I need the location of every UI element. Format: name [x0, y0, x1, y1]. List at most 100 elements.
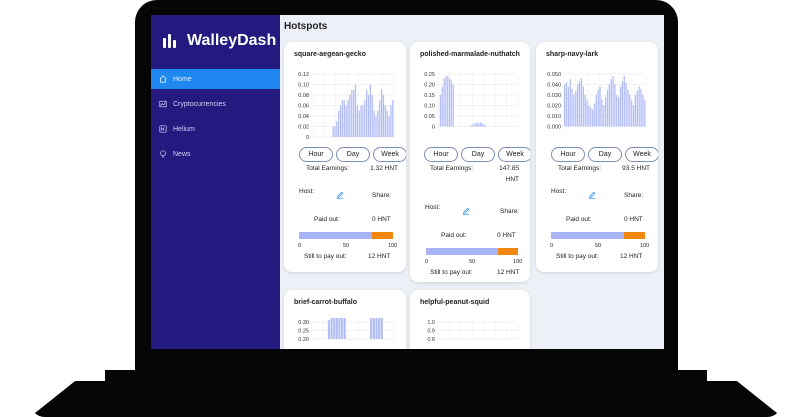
y-tick-label: 0.010: [547, 114, 561, 120]
edit-icon[interactable]: [336, 186, 344, 199]
chart-bar: [448, 78, 451, 127]
chart-bar: [485, 125, 487, 127]
y-tick-label: 0.050: [547, 72, 561, 78]
chart-bar: [441, 86, 443, 127]
hour-button[interactable]: Hour: [424, 147, 458, 162]
sidebar-item-cryptocurrencies[interactable]: Cryptocurrencies: [151, 94, 280, 114]
chart-bar: [445, 76, 447, 127]
chart-bar: [343, 318, 346, 339]
chart-bar: [369, 84, 372, 137]
sidebar-item-helium[interactable]: Helium: [151, 119, 280, 139]
chart-bar: [390, 105, 392, 137]
week-button[interactable]: Week: [498, 147, 530, 162]
sidebar-item-home[interactable]: Home: [151, 69, 280, 89]
chart-bar: [631, 100, 633, 127]
y-tick-label: 0.10: [424, 104, 435, 110]
edit-icon[interactable]: [588, 186, 596, 199]
sidebar-item-label: Helium: [173, 125, 195, 133]
chart-bar: [371, 95, 373, 137]
chart-bar: [642, 95, 644, 127]
y-tick-label: 0.040: [547, 83, 561, 89]
chart-bar: [380, 318, 383, 339]
host-label: Host:: [425, 204, 441, 211]
progress-axis-label: 50: [343, 243, 350, 249]
progress-axis-label: 0: [298, 243, 302, 249]
chart-bar: [358, 110, 360, 137]
chart-bar: [334, 126, 336, 137]
progress-axis-label: 100: [513, 259, 523, 265]
still-to-pay-label: Still to pay out:: [430, 269, 473, 276]
day-button[interactable]: Day: [588, 147, 622, 162]
chart-bar: [605, 97, 607, 127]
chart-bar: [610, 79, 612, 127]
day-button[interactable]: Day: [461, 147, 495, 162]
pencil-icon: [462, 207, 470, 215]
chart-bar: [362, 105, 364, 137]
logo-icon: [163, 34, 179, 48]
chart-bar: [627, 89, 629, 127]
still-to-pay-label: Still to pay out:: [304, 253, 347, 260]
chart-bar: [603, 105, 605, 127]
chart-bar: [356, 105, 358, 137]
chart-bar: [595, 95, 597, 127]
pencil-icon: [588, 191, 596, 199]
chart-bar: [341, 318, 344, 339]
helium-icon: [159, 125, 167, 133]
hotspot-card: sharp-navy-lark 0.050 0.040 0.030 0.020 0.010…: [536, 42, 658, 272]
payout-remaining-fill: [372, 232, 393, 239]
hour-button[interactable]: Hour: [299, 147, 333, 162]
chart-bar: [388, 116, 390, 137]
laptop-base: [30, 381, 782, 417]
chart-bar: [573, 95, 575, 127]
chart-bar: [339, 105, 342, 137]
chart-bar: [364, 100, 366, 137]
y-tick-label: 0.12: [298, 72, 309, 78]
chart-bar: [333, 318, 336, 339]
payout-progress: [551, 232, 645, 239]
pencil-icon: [336, 191, 344, 199]
chart-bar: [474, 123, 476, 127]
day-button[interactable]: Day: [336, 147, 370, 162]
chart-bar: [450, 80, 452, 127]
chart-bar: [578, 81, 581, 127]
hour-button[interactable]: Hour: [551, 147, 585, 162]
week-button[interactable]: Week: [373, 147, 406, 162]
chart-bar: [367, 95, 370, 137]
range-buttons: Hour Day Week: [299, 147, 406, 162]
chart-bar: [470, 125, 472, 127]
chart-bar: [384, 105, 386, 137]
week-button[interactable]: Week: [625, 147, 658, 162]
chart-bar: [569, 79, 571, 127]
chart-bar: [483, 124, 485, 127]
share-label: Share:: [372, 192, 392, 199]
chart-bar: [366, 89, 368, 137]
y-tick-label: 0.20: [424, 83, 435, 89]
chart-bar: [373, 110, 375, 137]
y-tick-label: 0.10: [298, 83, 309, 89]
chart-bar: [351, 89, 353, 137]
chart-bar: [447, 76, 449, 127]
hotspot-name: sharp-navy-lark: [546, 51, 599, 58]
chart-bar: [379, 100, 381, 137]
sidebar-item-news[interactable]: News: [151, 144, 280, 164]
chart-bar: [327, 320, 330, 339]
y-tick-label: 0.08: [298, 93, 309, 99]
y-tick-label: 0.9: [427, 329, 435, 335]
chart-bar: [341, 100, 344, 137]
paid-out-value: 0 HNT: [497, 232, 516, 239]
edit-icon[interactable]: [462, 202, 470, 215]
earnings-chart: 0.30 0.25 0.20: [298, 318, 395, 343]
chart-bar: [606, 89, 609, 127]
chart-bar: [601, 99, 603, 127]
hotspot-card: helpful-peanut-squid 1.0 0.9 0.8: [410, 290, 530, 349]
chart-bar: [332, 126, 334, 137]
paid-out-value: 0 HNT: [372, 216, 391, 223]
chart-bar: [565, 82, 568, 127]
chart-bar: [619, 86, 622, 127]
app-logo[interactable]: WalleyDash: [163, 32, 276, 50]
chart-bar: [597, 89, 599, 127]
paid-out-label: Paid out:: [441, 232, 467, 239]
chart-bar: [377, 110, 379, 137]
chart-bar: [382, 95, 385, 137]
range-buttons: Hour Day Week: [551, 147, 658, 162]
